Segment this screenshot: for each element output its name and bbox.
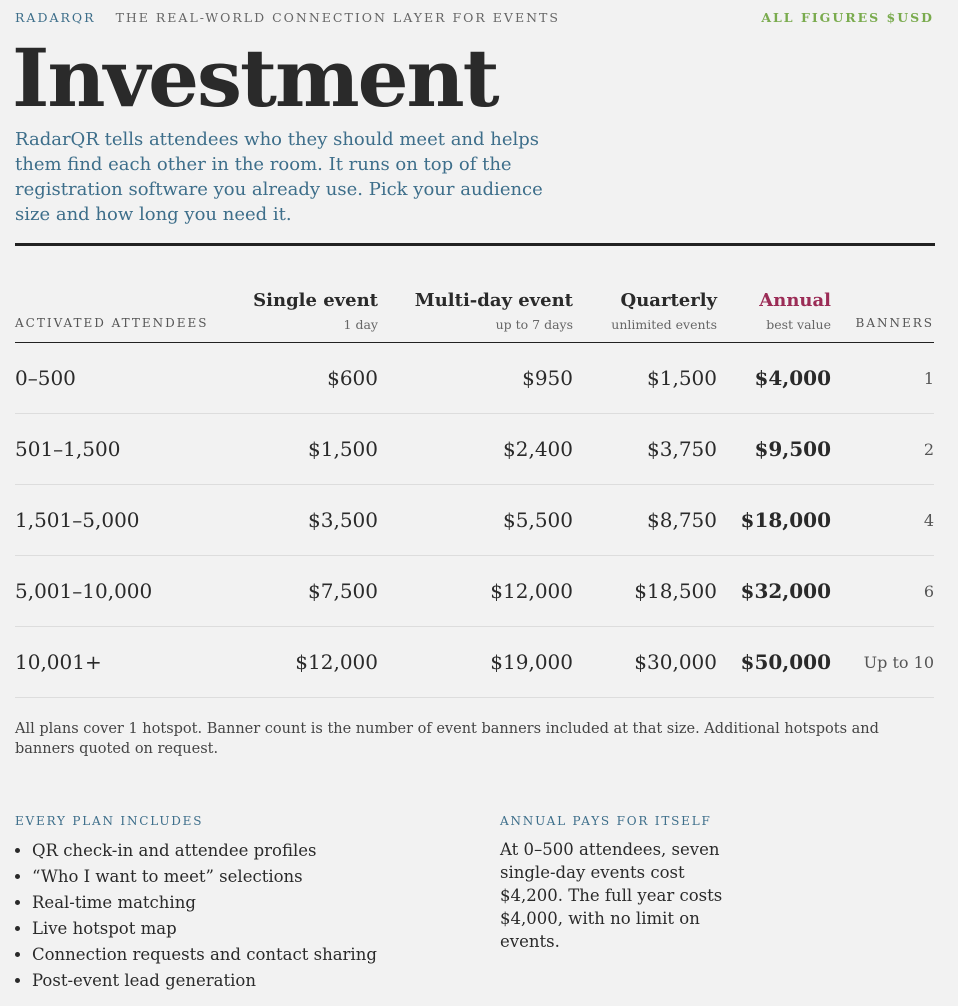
cell: 4: [831, 484, 934, 556]
cell: 10,001+: [15, 626, 215, 698]
table-row: 10,001+ $12,000 $19,000 $30,000 $50,000 Up to…: [15, 626, 934, 698]
column-name: Annual: [759, 290, 831, 311]
cell: $3,500: [215, 484, 378, 556]
cell: 501–1,500: [15, 413, 215, 485]
section-heading: EVERY PLAN INCLUDES: [15, 814, 204, 828]
divider: [15, 243, 935, 246]
column-sub: unlimited events: [611, 317, 717, 332]
annual-box: ANNUAL PAYS FOR ITSELF At 0–500 attendee…: [500, 814, 750, 953]
header-row: ACTIVATED ATTENDEES Single event 1 day Mult…: [15, 290, 934, 343]
title: Investment: [12, 31, 500, 125]
column-header: ACTIVATED ATTENDEES: [15, 290, 215, 343]
cell: $3,750: [573, 413, 717, 485]
cell: 0–500: [15, 342, 215, 414]
column-header: BANNERS: [831, 290, 934, 343]
cell: $4,000: [717, 342, 831, 414]
column-sub: 1 day: [343, 317, 378, 332]
intro: RadarQR tells attendees who they should …: [15, 129, 543, 225]
table-row: 5,001–10,000 $7,500 $12,000 $18,500 $32,000 6: [15, 555, 934, 627]
cell: $12,000: [378, 555, 573, 627]
column-header: Multi-day event up to 7 days: [378, 290, 573, 343]
column-name: Single event: [253, 290, 378, 311]
section-heading: ANNUAL PAYS FOR ITSELF: [500, 814, 712, 828]
cell: $9,500: [717, 413, 831, 485]
footnote: All plans cover 1 hotspot. Banner count …: [15, 721, 879, 757]
cell: $12,000: [215, 626, 378, 698]
column-name: ACTIVATED ATTENDEES: [15, 316, 209, 330]
cell: 1,501–5,000: [15, 484, 215, 556]
table-body: 0–500 $600 $950 $1,500 $4,000 1 501–1,500 $1,50…: [15, 342, 934, 698]
cell: 6: [831, 555, 934, 627]
feature: Connection requests and contact sharing: [32, 942, 377, 968]
cell: $19,000: [378, 626, 573, 698]
cell: $1,500: [573, 342, 717, 414]
annual-text: At 0–500 attendees, seven single-day eve…: [500, 840, 723, 951]
tagline: THE REAL-WORLD CONNECTION LAYER FOR EVEN…: [115, 10, 560, 25]
feature: Post-event lead generation: [32, 968, 377, 994]
cell: $50,000: [717, 626, 831, 698]
brand: RADARQR: [15, 10, 96, 25]
cell: $7,500: [215, 555, 378, 627]
column-name: Multi-day event: [414, 290, 573, 311]
cell: $30,000: [573, 626, 717, 698]
column-name: BANNERS: [855, 316, 934, 330]
column-header: Quarterly unlimited events: [573, 290, 717, 343]
cell: $18,000: [717, 484, 831, 556]
cell: 2: [831, 413, 934, 485]
currency-note: ALL FIGURES $USD: [761, 10, 934, 25]
top-bar: RADARQR THE REAL-WORLD CONNECTION LAYER …: [15, 10, 934, 25]
cell: $600: [215, 342, 378, 414]
feature-list: QR check-in and attendee profiles“Who I …: [15, 838, 377, 994]
cell: $5,500: [378, 484, 573, 556]
cell: $950: [378, 342, 573, 414]
feature: “Who I want to meet” selections: [32, 864, 377, 890]
cell: $1,500: [215, 413, 378, 485]
feature: Real-time matching: [32, 890, 377, 916]
column-header: Single event 1 day: [215, 290, 378, 343]
table-row: 1,501–5,000 $3,500 $5,500 $8,750 $18,000 4: [15, 484, 934, 556]
cell: Up to 10: [831, 626, 934, 698]
column-sub: best value: [766, 317, 831, 332]
table-row: 501–1,500 $1,500 $2,400 $3,750 $9,500 2: [15, 413, 934, 485]
cell: 1: [831, 342, 934, 414]
feature: Live hotspot map: [32, 916, 377, 942]
column-header: Annual best value: [717, 290, 831, 343]
column-sub: up to 7 days: [495, 317, 573, 332]
price-table: ACTIVATED ATTENDEES Single event 1 day Mult…: [15, 290, 934, 698]
column-name: Quarterly: [620, 290, 717, 311]
cell: $2,400: [378, 413, 573, 485]
cell: $32,000: [717, 555, 831, 627]
feature: QR check-in and attendee profiles: [32, 838, 377, 864]
includes: EVERY PLAN INCLUDES QR check-in and atte…: [15, 814, 377, 994]
cell: $18,500: [573, 555, 717, 627]
cell: $8,750: [573, 484, 717, 556]
table-row: 0–500 $600 $950 $1,500 $4,000 1: [15, 342, 934, 414]
cell: 5,001–10,000: [15, 555, 215, 627]
